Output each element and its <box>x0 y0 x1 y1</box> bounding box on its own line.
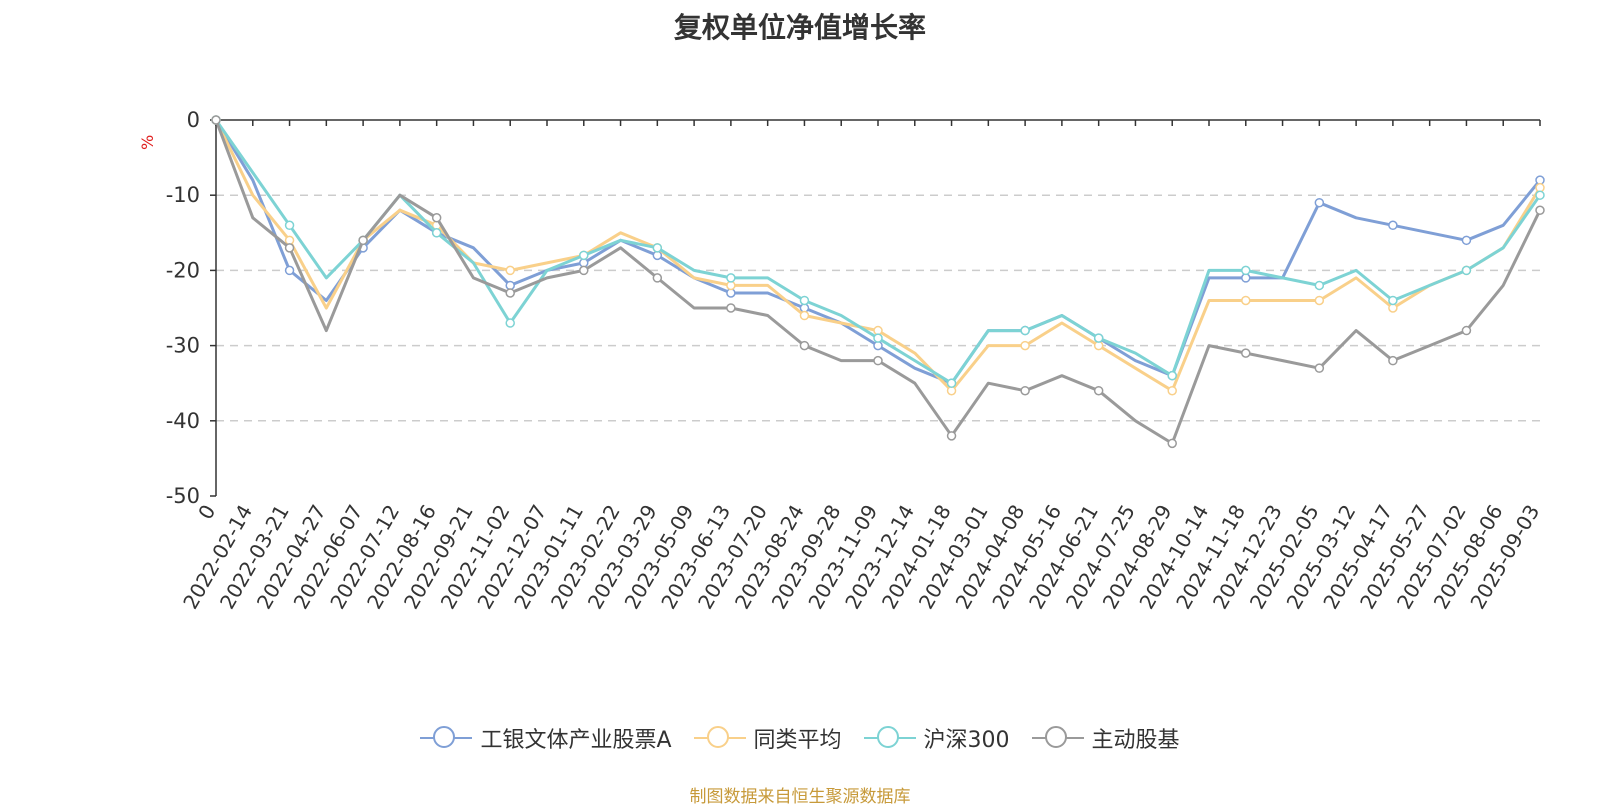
series-3-point <box>873 355 883 366</box>
series-1-point <box>1314 295 1325 306</box>
legend-label: 工银文体产业股票A <box>480 728 672 753</box>
series-1-point <box>799 310 810 321</box>
series-2-point <box>1020 325 1030 336</box>
series-2-point <box>284 220 295 231</box>
legend-label: 沪深300 <box>923 728 1010 753</box>
series-3-point <box>431 213 442 223</box>
series-3-point <box>284 243 295 253</box>
chart-title: 复权单位净值增长率 <box>673 11 926 44</box>
series-3-point <box>1020 385 1030 396</box>
legend-item-series-1[interactable]: 同类平均 <box>693 722 842 754</box>
series-1-point <box>1241 295 1251 306</box>
series-2-point <box>1093 333 1104 343</box>
legend-marker-icon <box>420 725 473 751</box>
series-3-point <box>946 431 957 441</box>
series-3-point <box>726 303 736 313</box>
series-3-point <box>505 288 515 298</box>
y-tick-label: -20 <box>166 258 200 282</box>
y-tick-label: -50 <box>166 484 200 508</box>
line-chart: 0-10-20-30-40-5002022-02-142022-03-21202… <box>166 108 1545 613</box>
series-2-point <box>579 250 589 261</box>
series-3-point <box>1535 205 1545 215</box>
series-0-point <box>1461 235 1472 246</box>
legend-label: 主动股基 <box>1091 728 1180 753</box>
series-3-point <box>1093 385 1104 396</box>
series-0-point <box>284 265 295 276</box>
series-2-point <box>799 295 810 306</box>
series-3-point <box>358 235 368 246</box>
series-2-point <box>1314 280 1325 291</box>
series-1-point <box>1167 385 1177 396</box>
series-1-point <box>1020 340 1030 351</box>
series-2-point <box>1535 190 1545 200</box>
series-3-point <box>1167 438 1177 449</box>
series-2-point <box>505 318 515 328</box>
y-tick-label: -30 <box>166 334 200 358</box>
series-2-point <box>1167 370 1177 381</box>
series-3-point <box>1314 363 1325 373</box>
y-tick-label: -10 <box>166 183 200 207</box>
legend-item-series-3[interactable]: 主动股基 <box>1031 722 1180 754</box>
series-0-point <box>1388 220 1398 231</box>
legend-item-series-0[interactable]: 工银文体产业股票A <box>420 722 672 754</box>
series-3-point <box>1388 355 1398 366</box>
series-1-point <box>505 265 515 276</box>
series-3-point <box>211 115 221 125</box>
series-2-point <box>1461 265 1472 276</box>
series-3-point <box>652 273 663 283</box>
series-3-point <box>579 265 589 276</box>
series-2-point <box>1388 295 1398 306</box>
legend-label: 同类平均 <box>753 728 842 753</box>
series-2-point <box>946 378 957 388</box>
y-tick-label: -40 <box>166 409 200 433</box>
series-3-point <box>799 340 810 351</box>
legend-marker-icon <box>693 725 746 751</box>
legend-marker-icon <box>1031 725 1084 751</box>
legend: 工银文体产业股票A 同类平均 沪深300 主动股基 <box>0 722 1600 754</box>
legend-item-series-2[interactable]: 沪深300 <box>863 722 1010 754</box>
series-2-point <box>726 273 736 283</box>
series-3-point <box>1241 348 1251 358</box>
x-tick-label: 0 <box>193 501 220 524</box>
series-2-point <box>652 243 663 253</box>
data-source-note: 制图数据来自恒生聚源数据库 <box>689 787 911 807</box>
series-line-3 <box>214 119 1542 445</box>
series-3-point <box>1461 325 1472 336</box>
series-2-point <box>1241 265 1251 276</box>
legend-marker-icon <box>863 725 916 751</box>
series-2-point <box>431 228 442 238</box>
series-2-point <box>873 333 883 343</box>
y-tick-label: 0 <box>187 108 200 132</box>
series-0-point <box>1314 197 1325 208</box>
